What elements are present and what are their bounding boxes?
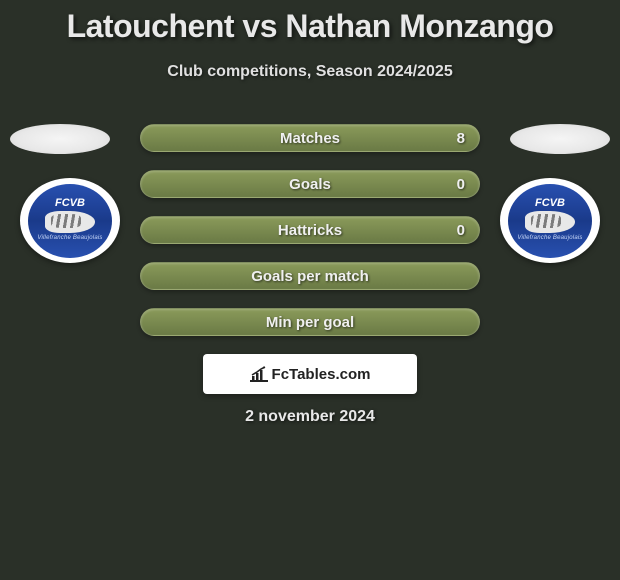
club-abbrev: FCVB (535, 197, 565, 209)
stat-label: Hattricks (278, 222, 342, 239)
club-abbrev: FCVB (55, 197, 85, 209)
stat-label: Matches (280, 130, 340, 147)
stat-value: 8 (457, 130, 465, 147)
stat-row-hattricks: Hattricks 0 (140, 216, 480, 244)
stat-label: Min per goal (266, 314, 354, 331)
stats-list: Matches 8 Goals 0 Hattricks 0 Goals per … (140, 124, 480, 336)
player-placeholder-right (510, 124, 610, 154)
stat-row-matches: Matches 8 (140, 124, 480, 152)
stat-row-min-per-goal: Min per goal (140, 308, 480, 336)
club-badge-left: FCVB Villefranche Beaujolais (20, 178, 120, 263)
club-name: Villefranche Beaujolais (37, 235, 102, 241)
club-name: Villefranche Beaujolais (517, 235, 582, 241)
club-mascot-icon (525, 211, 575, 233)
club-mascot-icon (45, 211, 95, 233)
page-title: Latouchent vs Nathan Monzango (0, 0, 620, 45)
banner-text: FcTables.com (272, 366, 371, 383)
subtitle: Club competitions, Season 2024/2025 (0, 63, 620, 81)
stat-label: Goals per match (251, 268, 369, 285)
stat-row-goals: Goals 0 (140, 170, 480, 198)
source-banner: FcTables.com (203, 354, 417, 394)
stat-row-goals-per-match: Goals per match (140, 262, 480, 290)
stat-label: Goals (289, 176, 331, 193)
stat-value: 0 (457, 222, 465, 239)
player-placeholder-left (10, 124, 110, 154)
chart-icon (250, 366, 268, 382)
comparison-date: 2 november 2024 (0, 408, 620, 426)
stat-value: 0 (457, 176, 465, 193)
club-badge-right: FCVB Villefranche Beaujolais (500, 178, 600, 263)
